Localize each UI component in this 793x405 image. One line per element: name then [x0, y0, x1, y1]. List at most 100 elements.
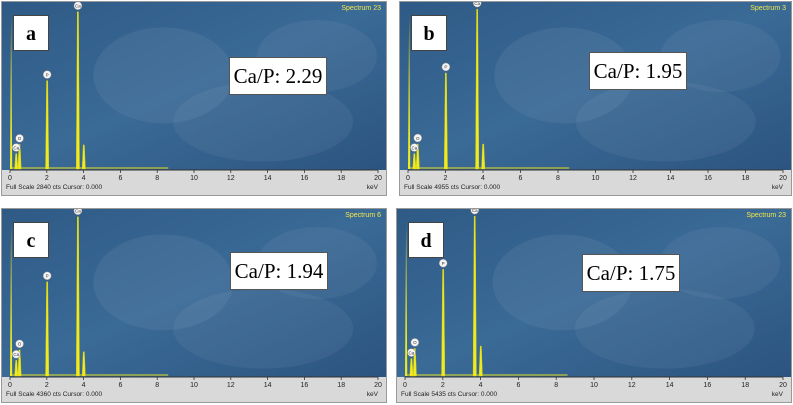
plot-background [397, 209, 791, 377]
x-tick-label: 18 [741, 382, 749, 389]
footer-text: Full Scale 4360 cts Cursor: 0.000 [6, 391, 102, 398]
x-tick-label: 2 [444, 175, 448, 182]
x-tick-label: 16 [704, 175, 712, 182]
x-tick-label: 4 [481, 175, 485, 182]
spectrum-plot-a: 0 2 4 6 8 10 12 14 16 18 20 keV Full Scale 2840 cts … [2, 2, 386, 195]
x-tick-label: 16 [301, 382, 309, 389]
x-tick-label: 16 [704, 382, 712, 389]
peak-label: O [413, 133, 422, 143]
spectrum-peak [481, 143, 486, 170]
x-tick-label: 8 [554, 382, 558, 389]
peak-element-text: Ca [75, 4, 81, 9]
peak-element-text: Ca [472, 209, 478, 213]
spectrum-peak [475, 8, 480, 170]
spectrum-peak [443, 72, 448, 170]
x-tick-label: 20 [779, 175, 787, 182]
peak-label: Ca [73, 2, 83, 10]
x-tick-label: 14 [264, 175, 272, 182]
x-tick-label: 2 [441, 382, 445, 389]
noise-peak [10, 224, 13, 376]
eds-panel-a: 0 2 4 6 8 10 12 14 16 18 20 keV Full Scale 2840 cts … [1, 1, 387, 196]
x-tick-label: 12 [629, 175, 637, 182]
x-tick-label: 18 [742, 175, 750, 182]
spectrum-peak [409, 358, 414, 377]
x-tick-label: 0 [8, 175, 12, 182]
x-tick-label: 0 [406, 175, 410, 182]
peak-label: P [42, 271, 52, 281]
peak-label: Ca [407, 348, 416, 357]
x-tick-label: 10 [190, 175, 198, 182]
x-tick-label: 20 [374, 382, 382, 389]
spectrum-name: Spectrum 6 [345, 212, 381, 219]
x-tick-label: 12 [628, 382, 636, 389]
peak-element-text: Ca [75, 209, 81, 214]
x-tick-label: 12 [227, 175, 235, 182]
ca-p-ratio-box: Ca/P: 1.94 [230, 252, 328, 290]
spectrum-name: Spectrum 23 [746, 212, 786, 219]
background-blob [173, 288, 354, 369]
peak-element-text: Ca [13, 145, 19, 150]
x-tick-label: 10 [190, 382, 198, 389]
spectrum-peak [81, 351, 86, 377]
peak-element-text: O [18, 136, 22, 141]
background-blob [574, 288, 755, 369]
footer-text: Full Scale 4955 cts Cursor: 0.000 [404, 184, 500, 191]
peak-element-text: Ca [13, 352, 19, 357]
x-tick-label: 12 [227, 382, 235, 389]
peak-label: O [410, 338, 420, 347]
x-axis-label: keV [772, 391, 784, 398]
eds-panel-d: 0 2 4 6 8 10 12 14 16 18 20 keV Full Scale 5435 cts … [396, 208, 792, 403]
peak-element-text: O [18, 342, 22, 347]
background-blob [660, 20, 781, 93]
x-tick-label: 14 [264, 382, 272, 389]
ca-p-ratio-box: Ca/P: 1.75 [582, 254, 680, 292]
spectrum-peak [14, 360, 19, 377]
panel-label: d [408, 222, 444, 258]
peak-element-text: P [444, 65, 447, 70]
peak-element-text: P [442, 261, 445, 266]
x-tick-label: 6 [118, 382, 122, 389]
peak-label: Ca [12, 143, 21, 152]
spectrum-peak [472, 215, 477, 377]
spectrum-plot-d: 0 2 4 6 8 10 12 14 16 18 20 keV Full Scale 5435 cts … [397, 209, 791, 402]
panel-label: b [411, 15, 447, 51]
panel-label: c [13, 222, 49, 258]
spectrum-peak [45, 281, 50, 377]
peak-label: O [15, 339, 24, 349]
peak-label: Ca [472, 2, 482, 8]
axis-strip [2, 377, 386, 402]
x-tick-label: 0 [403, 382, 407, 389]
x-axis-label: keV [367, 184, 379, 191]
peak-label: P [441, 62, 451, 72]
axis-strip [397, 377, 791, 402]
spectrum-peak [478, 345, 483, 377]
background-blob [173, 81, 354, 162]
peak-element-text: Ca [474, 2, 480, 6]
x-tick-label: 8 [155, 382, 159, 389]
footer-text: Full Scale 2840 cts Cursor: 0.000 [6, 184, 102, 191]
eds-panel-c: 0 2 4 6 8 10 12 14 16 18 20 keV Full Scale 4360 cts … [1, 208, 387, 403]
x-tick-label: 18 [337, 175, 345, 182]
x-tick-label: 2 [45, 382, 49, 389]
x-tick-label: 6 [519, 175, 523, 182]
axis-strip [2, 170, 386, 195]
peak-element-text: P [46, 72, 49, 77]
x-tick-label: 6 [118, 175, 122, 182]
noise-peak [408, 17, 411, 169]
peak-label: P [438, 258, 448, 268]
spectrum-peak [76, 11, 80, 170]
x-tick-label: 16 [301, 175, 309, 182]
spectrum-plot-b: 0 2 4 6 8 10 12 14 16 18 20 keV Full Scale 4955 cts … [400, 2, 791, 195]
x-tick-label: 8 [556, 175, 560, 182]
background-blob [575, 81, 756, 162]
x-tick-label: 20 [779, 382, 787, 389]
ca-p-ratio-box: Ca/P: 1.95 [589, 52, 687, 90]
spectrum-peak [76, 216, 80, 377]
peak-element-text: Ca [409, 350, 415, 355]
panel-label: a [13, 15, 49, 51]
eds-panel-b: 0 2 4 6 8 10 12 14 16 18 20 keV Full Scale 4955 cts … [399, 1, 792, 196]
x-tick-label: 6 [516, 382, 520, 389]
noise-peak [10, 17, 13, 169]
background-blob [93, 27, 234, 124]
x-tick-label: 4 [82, 382, 86, 389]
